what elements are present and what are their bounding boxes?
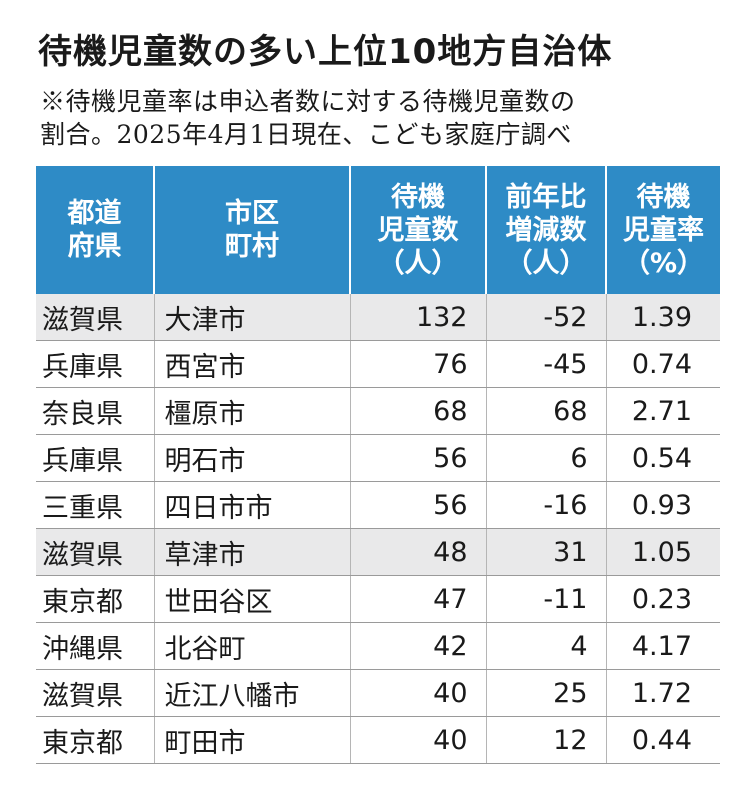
municipality-cell: 大津市	[154, 294, 351, 341]
prefecture-cell: 東京都	[36, 716, 155, 764]
yoy-change-cell: 6	[486, 434, 607, 482]
waitlist-count-cell: 47	[350, 575, 487, 623]
prefecture-cell: 滋賀県	[36, 669, 155, 717]
table-row: 東京都 世田谷区 47 -11 0.23	[36, 575, 720, 623]
table-row: 沖縄県 北谷町 42 4 4.17	[36, 622, 720, 670]
yoy-change-cell: -45	[486, 340, 607, 388]
waitlist-rate-cell: 0.93	[606, 481, 720, 529]
header-yoy-change: 前年比 増減数 （人）	[486, 166, 607, 294]
footnote: ※待機児童率は申込者数に対する待機児童数の 割合。2025年4月1日現在、こども…	[40, 85, 576, 151]
waitlist-count-cell: 132	[350, 294, 487, 341]
prefecture-cell: 東京都	[36, 575, 155, 623]
waitlist-count-cell: 48	[350, 528, 487, 576]
waitlist-table: 都道 府県 市区 町村 待機 児童数 （人） 前年比 増減数 （人）	[36, 166, 720, 764]
table-row: 三重県 四日市市 56 -16 0.93	[36, 481, 720, 529]
yoy-change-cell: 4	[486, 622, 607, 670]
waitlist-rate-cell: 2.71	[606, 387, 720, 435]
header-waitlist-rate: 待機 児童率 （%）	[606, 166, 720, 294]
waitlist-rate-cell: 0.44	[606, 716, 720, 764]
table-row: 東京都 町田市 40 12 0.44	[36, 716, 720, 764]
footnote-line-1: ※待機児童率は申込者数に対する待機児童数の	[40, 87, 576, 116]
waitlist-rate-cell: 1.05	[606, 528, 720, 576]
table-row: 滋賀県 近江八幡市 40 25 1.72	[36, 669, 720, 717]
municipality-cell: 橿原市	[154, 387, 351, 435]
prefecture-cell: 三重県	[36, 481, 155, 529]
waitlist-count-cell: 40	[350, 716, 487, 764]
municipality-cell: 明石市	[154, 434, 351, 482]
header-prefecture: 都道 府県	[36, 166, 155, 294]
prefecture-cell: 兵庫県	[36, 434, 155, 482]
yoy-change-cell: 12	[486, 716, 607, 764]
page-title: 待機児童数の多い上位10地方自治体	[38, 32, 613, 72]
waitlist-count-cell: 40	[350, 669, 487, 717]
prefecture-cell: 兵庫県	[36, 340, 155, 388]
waitlist-rate-cell: 0.54	[606, 434, 720, 482]
prefecture-cell: 奈良県	[36, 387, 155, 435]
table-row: 滋賀県 大津市 132 -52 1.39	[36, 294, 720, 341]
yoy-change-cell: -11	[486, 575, 607, 623]
yoy-change-cell: -16	[486, 481, 607, 529]
footnote-line-2: 割合。2025年4月1日現在、こども家庭庁調べ	[40, 120, 572, 149]
waitlist-count-cell: 56	[350, 434, 487, 482]
yoy-change-cell: -52	[486, 294, 607, 341]
waitlist-rate-cell: 0.23	[606, 575, 720, 623]
municipality-cell: 西宮市	[154, 340, 351, 388]
table-header: 都道 府県 市区 町村 待機 児童数 （人） 前年比 増減数 （人）	[36, 166, 720, 294]
table-row: 兵庫県 西宮市 76 -45 0.74	[36, 340, 720, 388]
table-row: 兵庫県 明石市 56 6 0.54	[36, 434, 720, 482]
waitlist-rate-cell: 1.39	[606, 294, 720, 341]
yoy-change-cell: 68	[486, 387, 607, 435]
header-municipality: 市区 町村	[154, 166, 351, 294]
municipality-cell: 草津市	[154, 528, 351, 576]
waitlist-count-cell: 68	[350, 387, 487, 435]
yoy-change-cell: 31	[486, 528, 607, 576]
prefecture-cell: 滋賀県	[36, 294, 155, 341]
municipality-cell: 近江八幡市	[154, 669, 351, 717]
waitlist-rate-cell: 1.72	[606, 669, 720, 717]
waitlist-count-cell: 56	[350, 481, 487, 529]
waitlist-count-cell: 76	[350, 340, 487, 388]
header-waitlist-count: 待機 児童数 （人）	[350, 166, 487, 294]
prefecture-cell: 沖縄県	[36, 622, 155, 670]
municipality-cell: 四日市市	[154, 481, 351, 529]
yoy-change-cell: 25	[486, 669, 607, 717]
waitlist-count-cell: 42	[350, 622, 487, 670]
prefecture-cell: 滋賀県	[36, 528, 155, 576]
table-row: 奈良県 橿原市 68 68 2.71	[36, 387, 720, 435]
municipality-cell: 町田市	[154, 716, 351, 764]
waitlist-rate-cell: 0.74	[606, 340, 720, 388]
table-body: 滋賀県 大津市 132 -52 1.39 兵庫県 西宮市 76 -45 0.74 奈良県 橿原市 68 6…	[36, 294, 720, 764]
municipality-cell: 北谷町	[154, 622, 351, 670]
waitlist-rate-cell: 4.17	[606, 622, 720, 670]
table-row: 滋賀県 草津市 48 31 1.05	[36, 528, 720, 576]
municipality-cell: 世田谷区	[154, 575, 351, 623]
